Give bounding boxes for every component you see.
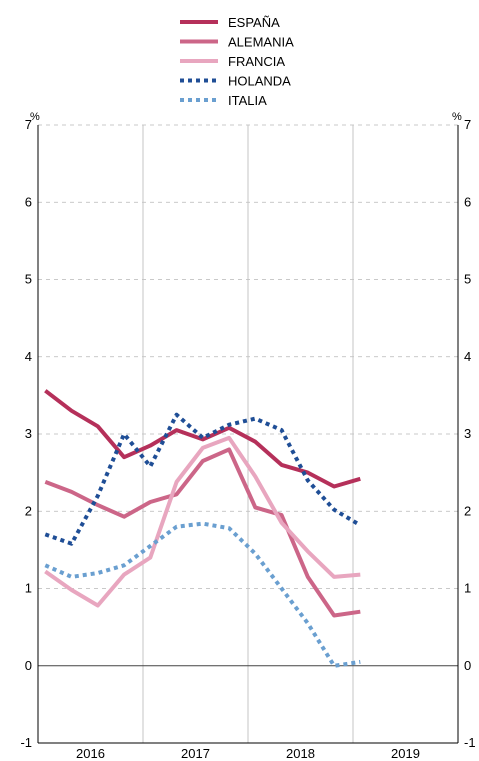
axes: -1 -1 0 0 1 1 2 2 3 3 4 4 5 5 6 6 7 7 2016 2017 2018 2019 [20,117,475,761]
y-tick-label-right: 0 [464,658,471,673]
y-tick-label-right: 3 [464,426,471,441]
legend-label: HOLANDA [228,74,291,89]
y-tick-label-right: -1 [464,735,476,750]
y-tick-label-left: -1 [20,735,32,750]
y-tick-label-right: 6 [464,194,471,209]
series-line-alemania [44,447,361,618]
y-tick-label-left: 7 [25,117,32,132]
series-lines [44,389,362,668]
series-line-italia [44,521,361,668]
y-tick-label-left: 5 [25,272,32,287]
y-tick-label-right: 7 [464,117,471,132]
x-tick-label: 2019 [391,746,420,761]
chart-legend: ESPAÑA ALEMANIA FRANCIA HOLANDA ITALIA [180,15,294,108]
y-tick-label-left: 4 [25,349,32,364]
y-unit-left: % [30,111,40,123]
x-tick-label: 2017 [181,746,210,761]
legend-label: ITALIA [228,93,267,108]
legend-label: FRANCIA [228,54,285,69]
x-tick-label: 2018 [286,746,315,761]
y-tick-label-right: 5 [464,272,471,287]
series-line-españa [44,389,361,489]
y-tick-label-left: 0 [25,658,32,673]
y-tick-label-left: 2 [25,503,32,518]
series-line-francia [44,435,361,608]
series-line-holanda [44,412,362,546]
legend-label: ESPAÑA [228,15,280,30]
legend-label: ALEMANIA [228,35,294,50]
y-tick-label-right: 2 [464,503,471,518]
y-tick-label-right: 4 [464,349,471,364]
grid-lines [38,124,458,743]
y-tick-label-left: 6 [25,194,32,209]
y-tick-label-left: 1 [25,581,32,596]
y-unit-right: % [452,111,462,123]
y-tick-label-left: 3 [25,426,32,441]
x-tick-label: 2016 [76,746,105,761]
y-tick-label-right: 1 [464,581,471,596]
